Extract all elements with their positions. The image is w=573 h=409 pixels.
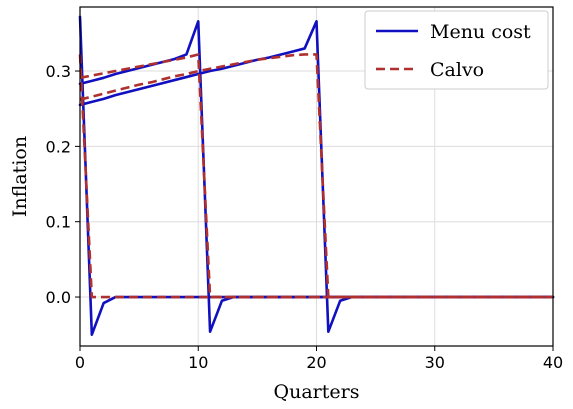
x-tick-label-4: 40 <box>543 353 563 372</box>
x-tick-label-2: 20 <box>306 353 326 372</box>
x-tick-label-0: 0 <box>75 353 85 372</box>
series-line-calvo-2 <box>78 54 553 299</box>
x-axis-title: Quarters <box>274 381 360 403</box>
y-tick-label-3: 0.3 <box>46 62 71 81</box>
legend-label-menu-cost: Menu cost <box>430 21 531 43</box>
series-line-calvo-1 <box>79 53 553 299</box>
axis-ticks: 0 10 20 30 40 0.0 0.1 0.2 0.3 <box>46 62 564 372</box>
legend-label-calvo: Calvo <box>430 59 484 81</box>
y-axis-title: Inflation <box>9 136 31 217</box>
legend: Menu cost Calvo <box>364 10 549 90</box>
x-tick-label-3: 30 <box>425 353 445 372</box>
x-tick-label-1: 10 <box>188 353 208 372</box>
y-tick-label-2: 0.2 <box>46 137 71 156</box>
y-tick-label-0: 0.0 <box>46 288 71 307</box>
series-layer <box>78 15 555 337</box>
y-tick-label-1: 0.1 <box>46 213 71 232</box>
